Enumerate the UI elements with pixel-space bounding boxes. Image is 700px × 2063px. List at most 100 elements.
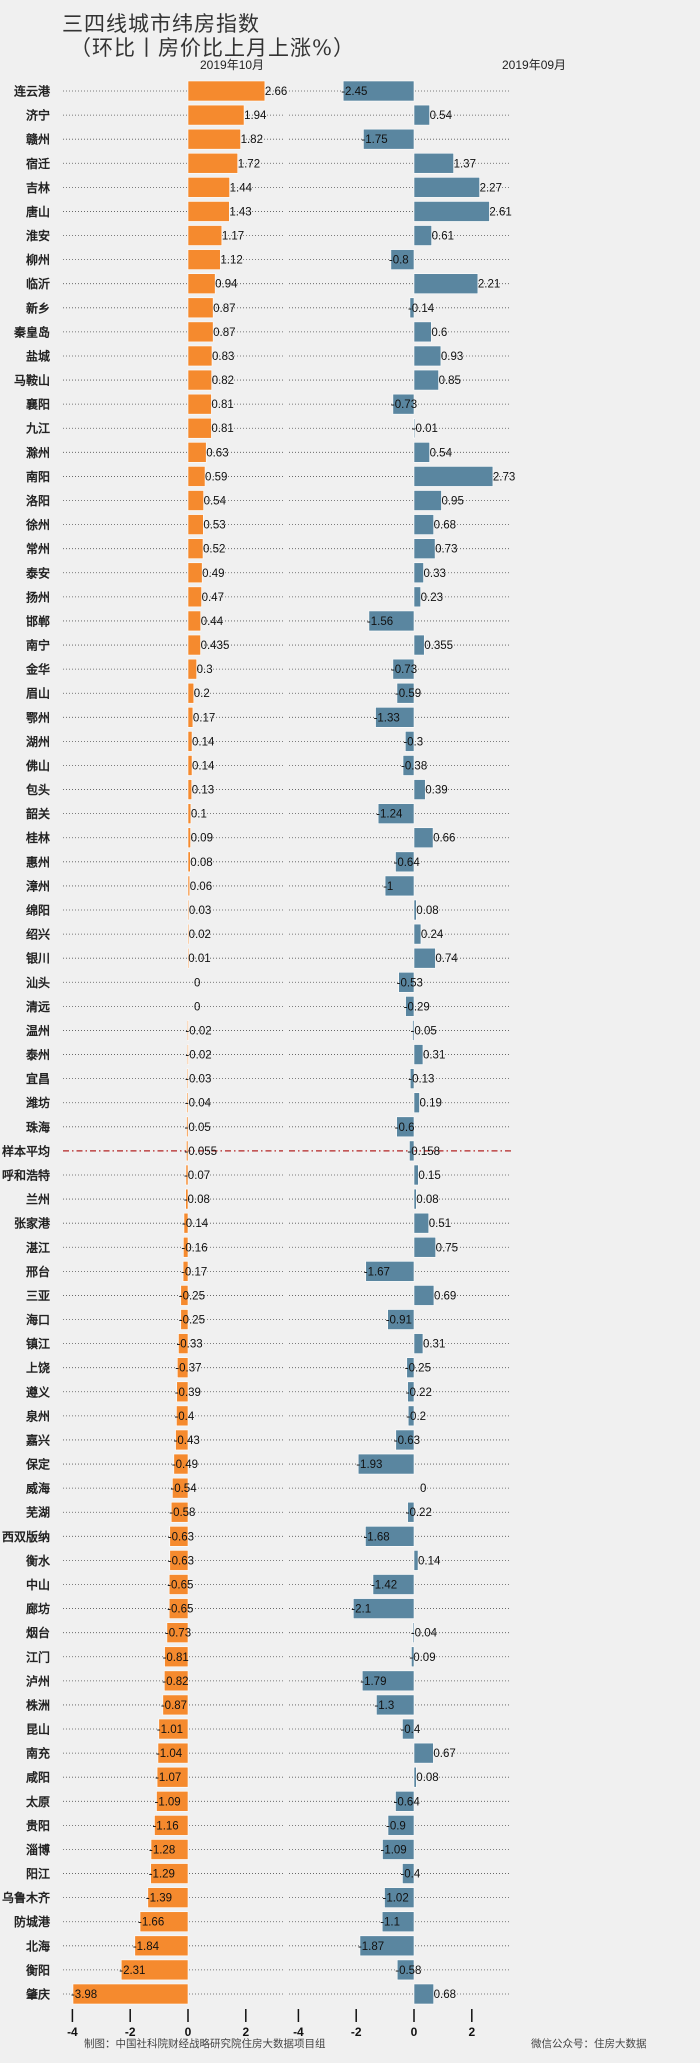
bar [413, 1983, 434, 2005]
data-label: -0.8 [389, 255, 409, 267]
bar [413, 1188, 417, 1210]
bar [150, 1863, 189, 1884]
category-label: 株洲 [26, 1697, 50, 1712]
tick-label: 2 [242, 2025, 249, 2039]
data-label: -1.29 [149, 1869, 175, 1881]
category-label: 上饶 [26, 1360, 50, 1375]
data-label: -0.16 [181, 1242, 207, 1254]
data-label: -0.49 [172, 1459, 198, 1471]
category-label: 南充 [26, 1746, 50, 1761]
bar [376, 1694, 415, 1716]
data-label: 1.82 [241, 134, 263, 146]
bar [413, 1742, 434, 1764]
bar [413, 827, 434, 849]
category-label: 临沂 [26, 276, 50, 291]
data-label: 0.82 [212, 375, 234, 387]
bar [396, 682, 415, 704]
bar [363, 128, 415, 150]
data-label: 0.47 [202, 592, 224, 604]
data-label: 0 [420, 1483, 426, 1495]
bar [177, 1357, 189, 1378]
bar [413, 1333, 424, 1354]
data-label: 0.69 [434, 1290, 456, 1302]
bar [409, 1068, 415, 1089]
bar [187, 345, 213, 367]
category-label: 温州 [26, 1024, 50, 1038]
category-label: 威海 [26, 1481, 50, 1496]
category-label: 昆山 [26, 1722, 50, 1737]
bar [384, 1887, 415, 1908]
data-label: -1.33 [374, 712, 400, 724]
bar [156, 1790, 189, 1812]
bar [154, 1815, 189, 1836]
data-label: -0.07 [184, 1170, 210, 1182]
category-label: 防城港 [14, 1914, 51, 1929]
bar [183, 1236, 189, 1258]
data-label: 1.94 [244, 110, 267, 122]
bar [176, 1405, 189, 1427]
category-label: 太原 [26, 1794, 50, 1809]
data-label: 1.37 [454, 158, 476, 170]
category-label: 江门 [26, 1649, 50, 1664]
bar [156, 1766, 189, 1788]
bar [392, 393, 415, 415]
bar [398, 971, 415, 993]
data-label: -0.158 [407, 1146, 440, 1158]
data-label: -1.56 [367, 616, 393, 628]
bar [412, 1020, 415, 1041]
panel-title-oct: 2019年10月 [200, 58, 265, 72]
bar [187, 586, 202, 608]
category-label: 宜昌 [26, 1071, 50, 1086]
data-label: 0.94 [215, 279, 238, 291]
data-label: -0.33 [176, 1339, 202, 1351]
category-label: 汕头 [26, 975, 50, 990]
category-label: 金华 [25, 662, 50, 677]
category-label: 邯郸 [26, 613, 50, 628]
bar [187, 466, 206, 487]
bar [168, 1574, 189, 1595]
bar [187, 442, 207, 463]
data-label: 0.09 [191, 833, 213, 845]
bar [168, 1598, 189, 1619]
bar [413, 104, 430, 126]
data-label: 2.61 [489, 206, 511, 218]
bar [413, 1044, 424, 1065]
category-label: 中山 [26, 1577, 50, 1592]
bar [186, 1092, 189, 1114]
bar [413, 177, 480, 198]
bar [187, 682, 195, 704]
data-label: 0.14 [192, 736, 215, 748]
bar [413, 514, 434, 535]
data-label: -0.25 [179, 1315, 205, 1327]
bar [402, 1863, 415, 1884]
bar [157, 1742, 189, 1764]
data-label: -1.67 [364, 1266, 390, 1278]
bar [387, 1309, 415, 1330]
data-label: 0.87 [213, 303, 235, 315]
data-label: 0.24 [421, 929, 444, 941]
bar [372, 1574, 415, 1595]
data-label: 0.67 [433, 1748, 455, 1760]
bar [120, 1959, 189, 1981]
bar [182, 1261, 189, 1282]
data-label: 0.68 [434, 1989, 456, 2001]
data-label: 0 [194, 977, 200, 989]
bar [409, 1140, 415, 1162]
data-label: 0.02 [189, 929, 211, 941]
bar [164, 1646, 189, 1668]
bar [413, 562, 424, 584]
bar [395, 851, 415, 873]
bar [395, 1429, 415, 1451]
data-label: -1.1 [380, 1917, 400, 1929]
bar [387, 1815, 415, 1836]
bar [406, 1357, 415, 1378]
bar [413, 417, 416, 439]
data-label: 0.08 [416, 1772, 438, 1784]
data-label: -0.04 [411, 1628, 438, 1640]
data-label: -0.4 [400, 1724, 420, 1736]
bar [390, 249, 415, 270]
average-label: 样本平均 [2, 1143, 50, 1158]
bar [187, 851, 191, 873]
data-label: 0.87 [213, 327, 235, 339]
data-label: 0.17 [193, 712, 215, 724]
